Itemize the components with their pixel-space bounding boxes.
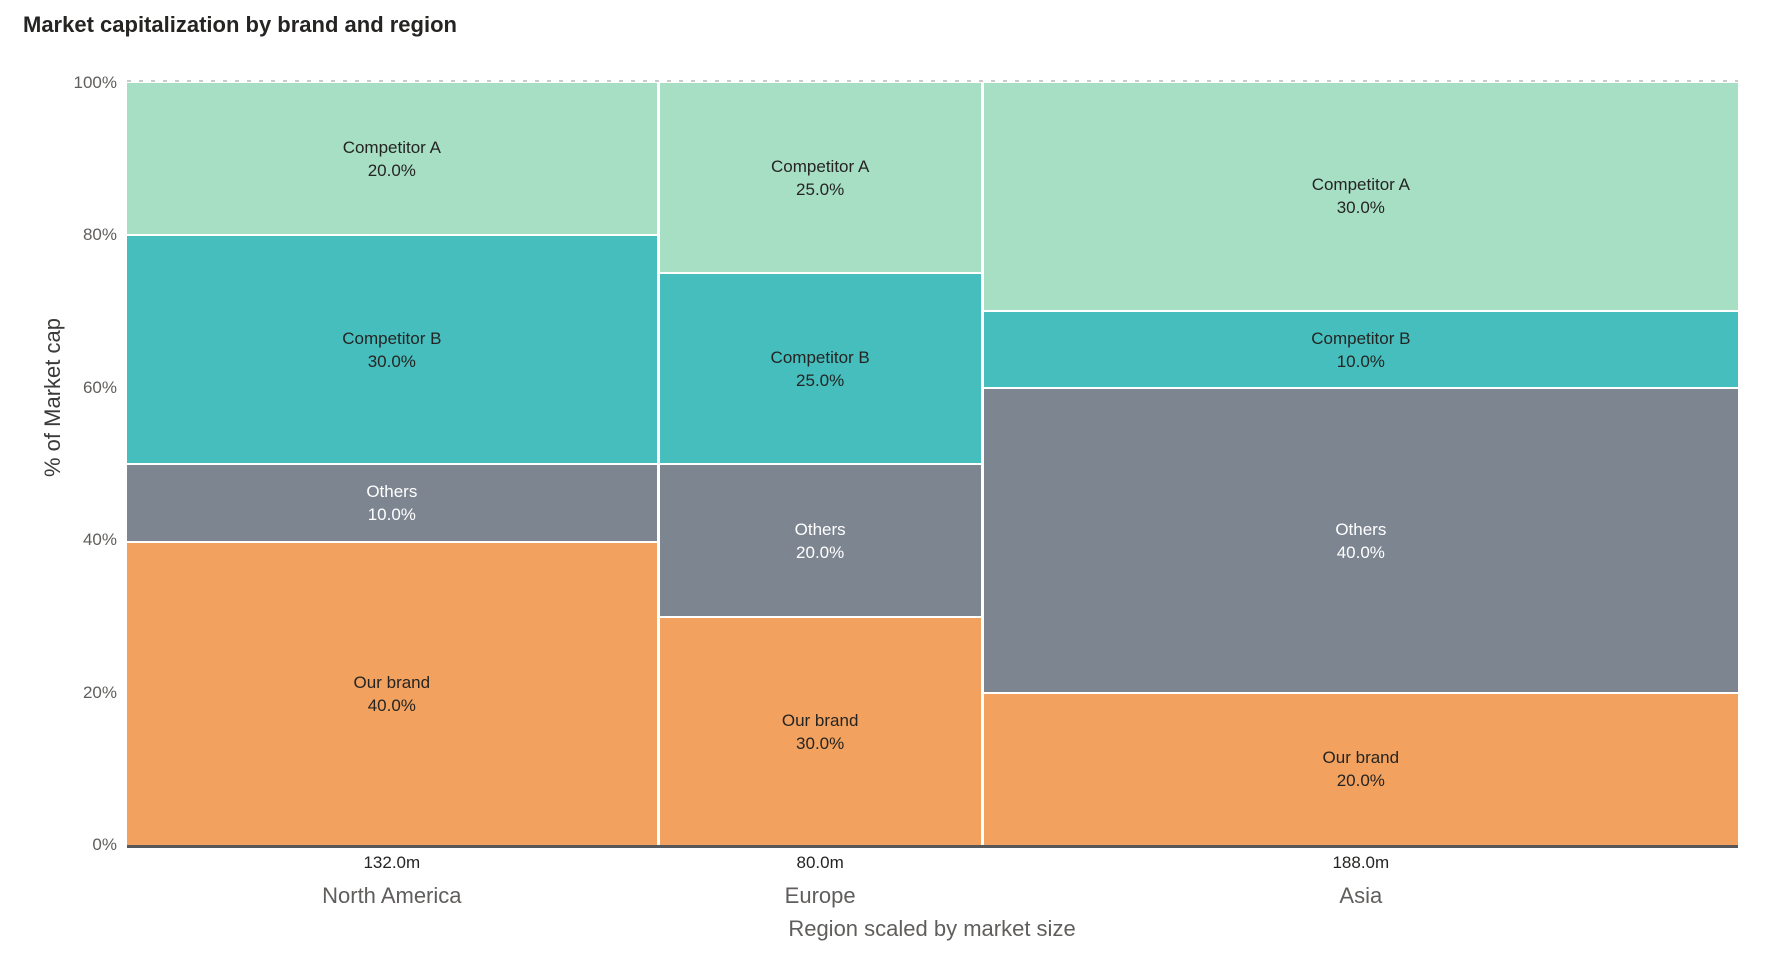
segment-brand-label: Competitor B bbox=[1311, 328, 1411, 348]
segment-north-america-competitor-a[interactable]: Competitor A 20.0% bbox=[127, 83, 657, 235]
y-tick-60-: 60% bbox=[82, 377, 117, 397]
segment-asia-competitor-a[interactable]: Competitor A 30.0% bbox=[983, 83, 1738, 310]
chart-title: Market capitalization by brand and regio… bbox=[23, 12, 457, 37]
segment-brand-label: Competitor B bbox=[770, 347, 870, 367]
market-size-label-asia: 188.0m bbox=[1332, 853, 1390, 872]
segment-brand-label: Others bbox=[1335, 519, 1387, 539]
gridline-100-percent bbox=[127, 80, 1738, 82]
segment-brand-label: Competitor A bbox=[1311, 175, 1410, 195]
segment-value-label: 20.0% bbox=[367, 160, 416, 180]
segment-value-label: 30.0% bbox=[796, 733, 845, 753]
segment-europe-competitor-a[interactable]: Competitor A 25.0% bbox=[659, 83, 981, 272]
segment-asia-our-brand[interactable]: Our brand 20.0% bbox=[983, 691, 1738, 845]
segment-brand-label: Others bbox=[366, 481, 418, 501]
segment-value-label: 10.0% bbox=[1336, 351, 1385, 371]
x-axis-title: Region scaled by market size bbox=[788, 916, 1076, 941]
segment-asia-competitor-b[interactable]: Competitor B 10.0% bbox=[983, 309, 1738, 388]
plot-area: Competitor A 20.0% Competitor B 30.0% Others… bbox=[127, 83, 1738, 845]
segment-north-america-our-brand[interactable]: Our brand 40.0% bbox=[127, 540, 657, 845]
segment-north-america-competitor-b[interactable]: Competitor B 30.0% bbox=[127, 234, 657, 463]
segment-brand-label: Our brand bbox=[353, 672, 431, 692]
y-tick-20-: 20% bbox=[82, 682, 117, 702]
segment-value-label: 40.0% bbox=[1336, 542, 1385, 562]
y-tick-80-: 80% bbox=[82, 225, 117, 245]
region-column-europe: Competitor A 25.0% Competitor B 25.0% Others… bbox=[659, 83, 981, 845]
y-tick-0-: 0% bbox=[92, 835, 117, 854]
segment-north-america-others[interactable]: Others 10.0% bbox=[127, 463, 657, 541]
segment-value-label: 30.0% bbox=[1336, 198, 1385, 218]
segment-europe-others[interactable]: Others 20.0% bbox=[659, 463, 981, 617]
region-column-asia: Competitor A 30.0% Competitor B 10.0% Others… bbox=[983, 83, 1738, 845]
segment-value-label: 20.0% bbox=[796, 542, 845, 562]
segment-brand-label: Our brand bbox=[1322, 748, 1400, 768]
region-name-label-europe: Europe bbox=[784, 883, 856, 908]
segment-brand-label: Competitor A bbox=[342, 137, 441, 157]
segment-europe-competitor-b[interactable]: Competitor B 25.0% bbox=[659, 272, 981, 463]
segment-europe-our-brand[interactable]: Our brand 30.0% bbox=[659, 616, 981, 845]
region-column-north-america: Competitor A 20.0% Competitor B 30.0% Others… bbox=[127, 83, 657, 845]
market-size-label-north-america: 132.0m bbox=[363, 853, 421, 872]
market-size-label-europe: 80.0m bbox=[796, 853, 844, 872]
segment-value-label: 25.0% bbox=[796, 370, 845, 390]
region-name-label-north-america: North America bbox=[322, 883, 462, 908]
segment-brand-label: Our brand bbox=[781, 710, 859, 730]
segment-brand-label: Competitor A bbox=[771, 156, 870, 176]
segment-value-label: 30.0% bbox=[367, 351, 416, 371]
segment-asia-others[interactable]: Others 40.0% bbox=[983, 387, 1738, 692]
segment-brand-label: Competitor B bbox=[342, 328, 442, 348]
y-tick-40-: 40% bbox=[82, 530, 117, 550]
segment-value-label: 20.0% bbox=[1336, 771, 1385, 791]
segment-brand-label: Others bbox=[794, 519, 846, 539]
region-name-label-asia: Asia bbox=[1339, 883, 1383, 908]
segment-value-label: 40.0% bbox=[367, 695, 416, 715]
x-axis-baseline bbox=[127, 845, 1738, 848]
segment-value-label: 10.0% bbox=[367, 504, 416, 524]
segment-value-label: 25.0% bbox=[796, 179, 845, 199]
y-tick-100-: 100% bbox=[73, 73, 117, 92]
